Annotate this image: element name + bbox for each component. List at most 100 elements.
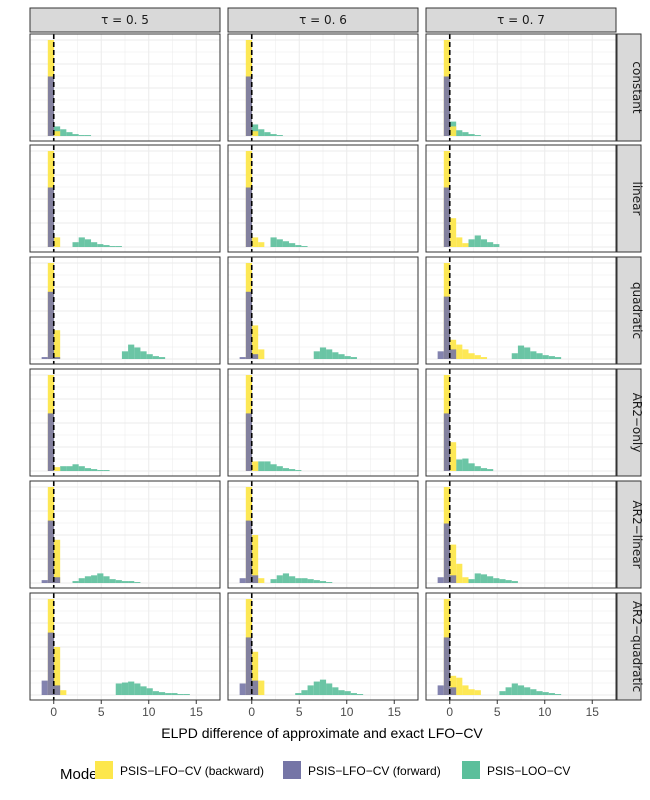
histogram-bar-backward [462,685,469,695]
histogram-bar-forward [443,637,450,695]
column-strip [227,7,419,33]
histogram-bar-loo [276,239,283,247]
histogram-bar-loo [183,694,190,695]
histogram-bar-backward [468,353,475,359]
histogram-bar-loo [301,246,308,247]
row-strip-label: quadratic [630,282,644,339]
histogram-bar-forward [53,685,61,695]
x-tick-label: 5 [494,705,501,719]
x-tick-label: 15 [586,705,600,719]
histogram-bar-loo [493,244,500,247]
histogram-bar-backward [449,126,457,136]
histogram-bar-loo [270,237,277,247]
histogram-bar-loo [462,458,469,471]
histogram-bar-forward [443,76,450,136]
histogram-bar-loo [128,581,135,583]
histogram-bar-loo [456,130,463,136]
histogram-bar-loo [72,242,79,247]
column-strip [425,7,617,33]
histogram-bar-backward [258,349,265,359]
histogram-bar-loo [542,692,549,695]
histogram-bar-loo [270,464,277,471]
histogram-bar-loo [480,468,488,471]
x-tick-label: 0 [50,705,57,719]
histogram-bar-loo [511,683,518,695]
histogram-bar-loo [542,355,549,359]
histogram-bar-loo [517,345,525,359]
histogram-bar-backward [60,690,67,695]
histogram-bar-backward [251,651,259,695]
histogram-bar-forward [53,357,61,359]
histogram-bar-backward [480,357,488,359]
histogram-bar-loo [72,134,79,136]
histogram-bar-loo [468,579,475,583]
x-tick-label: 15 [388,705,402,719]
panel-border [227,368,419,477]
histogram-bar-loo [264,461,271,471]
histogram-bar-loo [319,679,327,695]
histogram-bar-backward [53,330,61,359]
histogram-bar-loo [511,581,518,583]
legend-title: Mode [60,766,98,783]
histogram-bar-loo [91,575,98,583]
histogram-bar-forward [449,349,457,359]
histogram-bar-loo [319,581,327,583]
histogram-bar-forward [47,291,54,359]
histogram-bar-loo [505,580,512,583]
x-tick-label: 10 [340,705,354,719]
histogram-bar-loo [536,353,543,359]
histogram-bar-loo [97,573,104,583]
histogram-bar-backward [449,544,457,583]
histogram-bar-forward [437,351,444,359]
histogram-bar-loo [480,574,488,583]
histogram-bar-loo [84,239,92,247]
x-tick-label: 5 [98,705,105,719]
histogram-bar-backward [456,344,463,359]
histogram-bar-loo [276,575,283,583]
histogram-bar-backward [449,218,457,247]
histogram-bar-forward [245,76,252,136]
histogram-bar-loo [115,683,122,695]
panel-border [227,33,419,142]
histogram-bar-loo [282,573,290,583]
legend-swatch [462,761,480,779]
histogram-bar-forward [239,683,246,695]
histogram-bar-loo [313,351,320,359]
histogram-bar-loo [78,237,85,247]
histogram-bar-loo [97,470,104,471]
histogram-bar-backward [53,467,61,471]
histogram-bar-loo [109,579,116,583]
histogram-bar-forward [47,413,54,471]
histogram-bar-loo [60,466,67,471]
histogram-bar-loo [103,470,110,471]
histogram-bar-forward [47,520,54,583]
panel-border [425,368,617,477]
histogram-bar-loo [493,578,500,583]
histogram-bar-loo [91,242,98,247]
histogram-bar-loo [78,466,85,471]
legend: Mode PSIS−LFO−CV (backward) PSIS−LFO−CV (… [60,761,570,783]
histogram-bar-loo [128,681,135,695]
row-strip [616,480,642,589]
histogram-bar-loo [66,132,73,136]
histogram-bar-forward [437,685,444,695]
histogram-bar-loo [326,683,333,695]
histogram-bar-loo [338,354,345,359]
histogram-bar-loo [517,685,525,695]
histogram-bar-loo [134,683,141,695]
histogram-bar-forward [443,296,450,359]
row-strip-label: constant [630,61,644,113]
histogram-bar-loo [60,129,67,136]
histogram-bar-loo [487,469,494,471]
histogram-bar-backward [449,675,457,695]
x-tick-label: 0 [446,705,453,719]
histogram-bar-loo [115,246,122,247]
histogram-bar-loo [326,582,333,583]
histogram-bar-loo [505,687,512,695]
histogram-bar-loo [289,469,296,471]
histogram-bar-loo [177,694,184,695]
histogram-bar-loo [301,578,308,583]
histogram-bar-loo [536,691,543,695]
histogram-bar-loo [295,693,302,695]
histogram-bar-loo [530,351,537,359]
